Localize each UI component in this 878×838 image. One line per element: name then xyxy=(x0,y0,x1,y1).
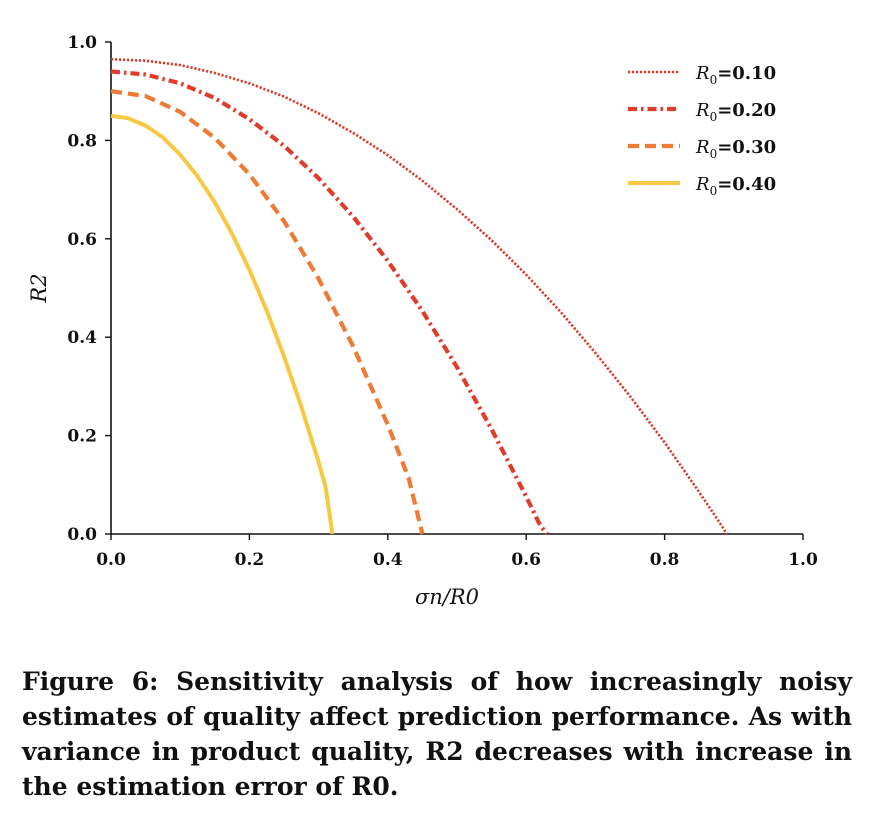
x-tick-label: 0.6 xyxy=(511,550,541,570)
x-tick-label: 0.0 xyxy=(96,550,126,570)
y-tick-label: 0.4 xyxy=(67,328,97,348)
legend-label-2: R0=0.30 xyxy=(695,137,776,161)
axes: 0.0 0.2 0.4 0.6 0.8 1.0 0.0 0.2 0.4 0.6 0.8 1.0 xyxy=(67,33,818,570)
x-tick-label: 0.8 xyxy=(650,550,680,570)
y-tick-label: 1.0 xyxy=(67,33,97,53)
legend-label-1: R0=0.20 xyxy=(695,100,776,124)
figure-caption: Figure 6: Sensitivity analysis of how in… xyxy=(22,664,852,804)
y-axis-label: R2 xyxy=(27,273,51,303)
series-layer xyxy=(110,57,728,536)
y-tick-label: 0.8 xyxy=(67,131,97,151)
x-tick-label: 0.4 xyxy=(373,550,403,570)
series-line-1 xyxy=(110,69,549,536)
x-axis-label: σn/R0 xyxy=(415,585,479,609)
series-line-3 xyxy=(110,113,335,535)
chart: 0.0 0.2 0.4 0.6 0.8 1.0 0.0 0.2 0.4 0.6 0.8 1.0 R0=… xyxy=(27,33,818,609)
legend-label-0: R0=0.10 xyxy=(695,63,776,87)
x-tick-label: 0.2 xyxy=(235,550,265,570)
caption-text: Figure 6: Sensitivity analysis of how in… xyxy=(22,667,852,801)
legend-label-3: R0=0.40 xyxy=(695,174,776,198)
legend: R0=0.10 R0=0.20 R0=0.30 R0=0.40 xyxy=(628,63,776,198)
axis-labels: σn/R0 R2 xyxy=(27,273,479,609)
y-tick-label: 0.0 xyxy=(67,525,97,545)
y-tick-label: 0.6 xyxy=(67,230,97,250)
series-line-0 xyxy=(110,57,728,535)
y-tick-label: 0.2 xyxy=(67,427,97,447)
series-line-2 xyxy=(110,89,425,535)
x-tick-label: 1.0 xyxy=(788,550,818,570)
